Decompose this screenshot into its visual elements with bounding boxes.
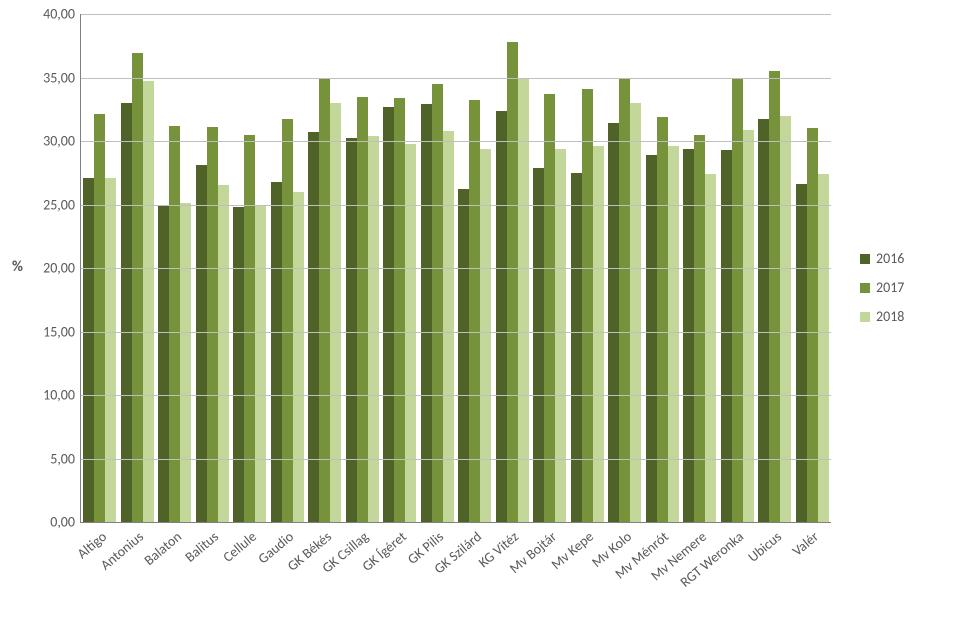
bar: [368, 136, 379, 522]
bar: [743, 130, 754, 522]
bar: [405, 144, 416, 522]
bar: [233, 207, 244, 522]
bar: [196, 165, 207, 522]
bar: [271, 182, 282, 522]
legend-item: 2016: [860, 250, 904, 267]
bar: [105, 178, 116, 522]
bar: [533, 168, 544, 522]
bar: [721, 150, 732, 522]
legend-label: 2016: [876, 250, 904, 267]
legend-swatch: [860, 283, 870, 293]
gridline: [81, 268, 831, 269]
y-tick-label: 40,00: [43, 6, 81, 23]
bar: [582, 89, 593, 522]
x-tick-label: Balitus: [182, 528, 222, 566]
y-tick-label: 25,00: [43, 196, 81, 213]
bar: [818, 174, 829, 522]
legend-label: 2018: [876, 308, 904, 325]
gridline: [81, 141, 831, 142]
bar: [308, 132, 319, 522]
bar: [507, 42, 518, 522]
x-tick-label: Cellule: [219, 528, 259, 566]
gridline: [81, 205, 831, 206]
y-tick-label: 0,00: [50, 514, 81, 531]
bar: [518, 79, 529, 522]
bar: [458, 189, 469, 522]
bar: [432, 84, 443, 522]
legend-item: 2017: [860, 279, 904, 296]
bar: [132, 53, 143, 522]
bar: [180, 203, 191, 522]
bar: [657, 117, 668, 522]
bar: [780, 116, 791, 522]
bar: [207, 127, 218, 522]
x-tick-label: Valér: [789, 528, 822, 560]
bar: [255, 205, 266, 523]
bar: [732, 78, 743, 523]
bar: [218, 185, 229, 522]
bar: [293, 192, 304, 522]
bar: [646, 155, 657, 522]
y-tick-label: 5,00: [50, 450, 81, 467]
y-tick-label: 30,00: [43, 133, 81, 150]
bar: [83, 178, 94, 522]
legend-label: 2017: [876, 279, 904, 296]
bar: [169, 126, 180, 522]
y-tick-label: 20,00: [43, 260, 81, 277]
legend-item: 2018: [860, 308, 904, 325]
bar: [758, 119, 769, 522]
chart-container: 0,00 5,00 10,00 15,00 20,00 25,00 30,00 35,00 40…: [0, 0, 980, 640]
y-tick-label: 35,00: [43, 69, 81, 86]
bar: [796, 184, 807, 522]
bar: [143, 81, 154, 522]
bar: [94, 114, 105, 522]
bar: [319, 79, 330, 522]
bar: [282, 119, 293, 522]
bar: [619, 78, 630, 523]
bar: [496, 111, 507, 522]
x-tick-label: Balaton: [140, 528, 184, 569]
plot-area: 0,005,0010,0015,0020,0025,0030,0035,0040…: [80, 14, 831, 523]
bar: [383, 107, 394, 522]
legend: 2016 2017 2018: [860, 250, 904, 337]
legend-swatch: [860, 312, 870, 322]
gridline: [81, 14, 831, 15]
bar: [769, 71, 780, 522]
legend-swatch: [860, 254, 870, 264]
bar: [807, 128, 818, 522]
y-tick-label: 15,00: [43, 323, 81, 340]
x-tick-label: Ubicus: [744, 528, 784, 566]
gridline: [81, 395, 831, 396]
bar: [668, 146, 679, 522]
bar: [158, 205, 169, 523]
bar: [443, 131, 454, 522]
bar: [705, 174, 716, 522]
y-axis-label: %: [12, 258, 23, 276]
bar: [244, 135, 255, 522]
gridline: [81, 78, 831, 79]
bar: [608, 123, 619, 522]
gridline: [81, 332, 831, 333]
gridline: [81, 459, 831, 460]
bar: [694, 135, 705, 522]
bar: [346, 138, 357, 522]
bar: [571, 173, 582, 522]
bar: [593, 146, 604, 522]
y-tick-label: 10,00: [43, 387, 81, 404]
